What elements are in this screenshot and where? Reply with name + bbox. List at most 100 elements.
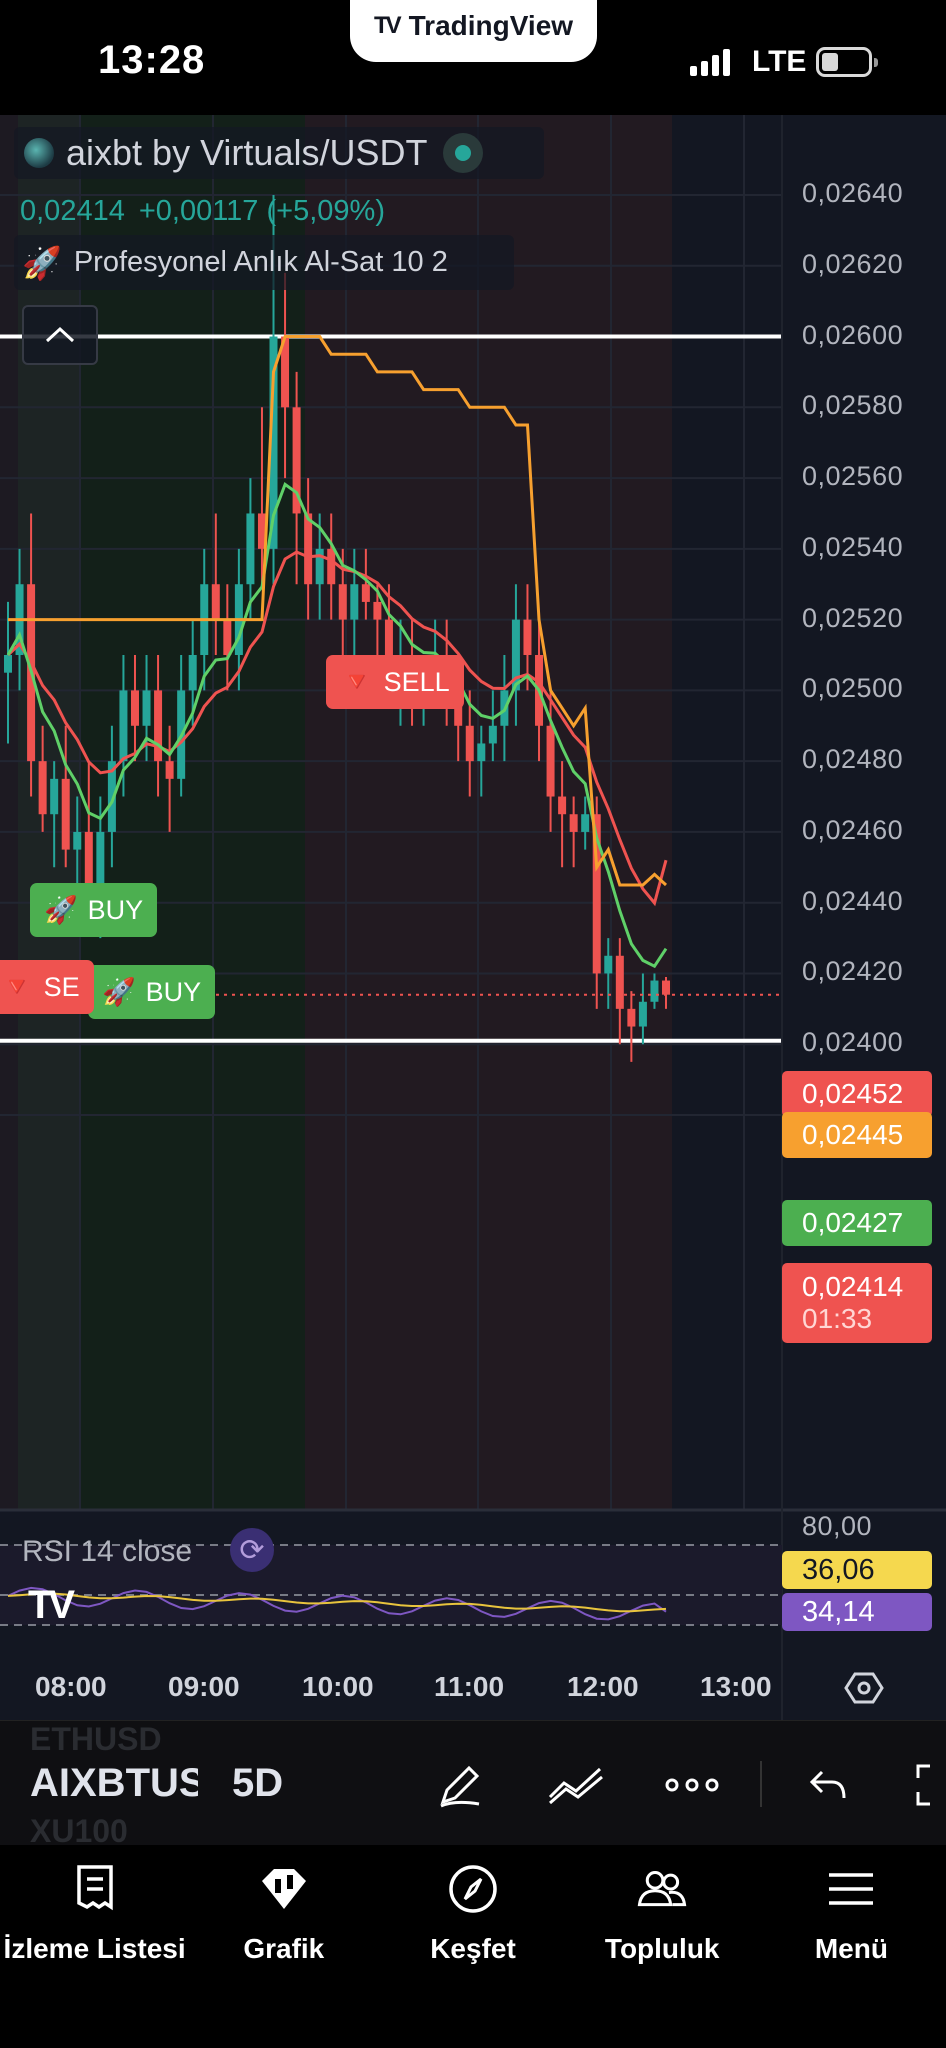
interval-selector[interactable]: 5D <box>232 1761 284 1805</box>
rsi-upper-tick: 80,00 <box>802 1511 873 1541</box>
candle-body <box>638 1001 647 1027</box>
compass-icon <box>449 1865 497 1913</box>
green-line-price-badge: 0,02427 <box>782 1200 932 1246</box>
candle-body <box>569 814 578 832</box>
candle-body <box>211 584 220 620</box>
more-options-button[interactable] <box>664 1757 720 1813</box>
price-tick: 0,02500 <box>802 673 904 704</box>
candle-body <box>523 619 532 655</box>
fullscreen-button[interactable] <box>910 1757 946 1813</box>
time-tick: 08:00 <box>35 1671 107 1702</box>
price-tick: 0,02400 <box>802 1027 904 1058</box>
price-tick: 0,02460 <box>802 814 904 845</box>
time-tick: 13:00 <box>700 1671 772 1702</box>
nav-chart[interactable]: Grafik <box>189 1845 378 2048</box>
nav-explore[interactable]: Keşfet <box>378 1845 567 2048</box>
market-status-icon[interactable] <box>443 133 484 173</box>
tradingview-watermark-icon: TV <box>28 1583 75 1627</box>
collapse-legend-button[interactable] <box>22 305 98 365</box>
nav-community[interactable]: Topluluk <box>568 1845 757 2048</box>
price-tick: 0,02560 <box>802 461 904 492</box>
candle-body <box>4 655 12 673</box>
cellular-signal-icon <box>690 48 730 76</box>
candle-body <box>142 690 151 726</box>
rsi-value-badge: 34,14 <box>782 1593 932 1631</box>
candle-body <box>338 584 347 620</box>
drawing-tool-button[interactable] <box>432 1757 488 1813</box>
symbol-selector[interactable]: AIXBTUSDT <box>30 1761 198 1805</box>
candle-body <box>581 814 590 832</box>
ghost-symbol: ETHUSD <box>30 1721 162 1757</box>
candle-body <box>592 814 601 974</box>
candle-body <box>384 619 393 673</box>
red-line-price-badge: 0,02452 <box>782 1071 932 1117</box>
candle-body <box>257 513 266 549</box>
candle-body <box>350 584 359 620</box>
status-bar: 13:28 TV TradingView LTE <box>0 0 946 115</box>
network-label: LTE <box>752 45 807 78</box>
nav-menu[interactable]: Menü <box>757 1845 946 2048</box>
rsi-title[interactable]: RSI 14 close <box>22 1535 193 1568</box>
candle-body <box>96 831 105 885</box>
nav-watchlist[interactable]: İzleme Listesi <box>0 1845 189 2048</box>
down-triangle-icon: 🔻 <box>0 972 34 1002</box>
price-tick: 0,02580 <box>802 390 904 421</box>
hamburger-menu-icon <box>829 1873 874 1905</box>
coin-logo-icon <box>24 138 54 168</box>
indicator-lines-icon <box>548 1767 603 1805</box>
candle-body <box>73 831 82 850</box>
candle-body <box>119 690 128 762</box>
buy-signal-label: 🚀 BUY <box>88 965 216 1019</box>
orange-trailing-line <box>8 335 668 887</box>
sell-signal-label: 🔻 SELL <box>326 655 464 709</box>
candle-body <box>546 725 555 797</box>
rocket-icon: 🚀 <box>44 895 78 925</box>
tradingview-pill-label: TradingView <box>408 10 574 41</box>
candle-body <box>38 761 47 815</box>
rocket-icon: 🚀 <box>22 244 62 281</box>
sell-signal-label: 🔻 SE <box>0 960 94 1014</box>
candle-body <box>373 601 382 620</box>
time-tick: 12:00 <box>567 1671 639 1702</box>
candle-body <box>361 584 370 602</box>
nav-label: Menü <box>814 1933 888 1964</box>
document-icon <box>76 1865 113 1911</box>
time-tick: 10:00 <box>302 1671 374 1702</box>
session-zone <box>80 115 305 1510</box>
candle-body <box>604 955 613 974</box>
fullscreen-icon <box>916 1764 930 1806</box>
more-horizontal-icon <box>665 1778 719 1792</box>
loading-cycle-icon[interactable]: ⟳ <box>230 1528 274 1572</box>
candle-body <box>84 831 93 885</box>
candle-body <box>558 796 567 815</box>
chart-gem-icon <box>261 1869 306 1909</box>
legend-indicator-row[interactable]: 🚀 Profesyonel Anlık Al-Sat 10 2 <box>14 235 514 290</box>
bottom-navigation: İzleme Listesi Grafik Keşfet Topluluk Me… <box>0 1845 946 2048</box>
candle-body <box>61 778 70 850</box>
indicator-name: Profesyonel Anlık Al-Sat 10 2 <box>73 246 448 278</box>
candle-body <box>246 513 255 585</box>
toolbar-divider <box>760 1761 762 1807</box>
candle-body <box>511 619 520 691</box>
candle-body <box>488 725 497 744</box>
candle-body <box>304 513 313 585</box>
orange-line-price-badge: 0,02445 <box>782 1112 932 1158</box>
session-zone <box>0 115 18 1510</box>
ghost-symbol: XU100 <box>30 1813 128 1849</box>
candle-body <box>650 980 659 1002</box>
chevron-up-icon <box>45 326 75 343</box>
tradingview-pill[interactable]: TV TradingView <box>350 0 597 62</box>
candle-body <box>315 548 324 585</box>
indicators-button[interactable] <box>548 1757 604 1813</box>
undo-button[interactable] <box>800 1757 856 1813</box>
session-zone <box>672 115 782 1510</box>
chart-settings-icon[interactable] <box>844 1668 884 1708</box>
bar-countdown: 01:33 <box>802 1303 873 1334</box>
chart-toolbar: ETHUSD XU100 AIXBTUSDT 5D <box>0 1720 946 1849</box>
legend-symbol-row[interactable]: aixbt by Virtuals/USDT <box>14 127 544 179</box>
candle-body <box>281 336 290 408</box>
price-chart[interactable] <box>0 115 946 1720</box>
chart-area[interactable]: aixbt by Virtuals/USDT 0,02414 +0,00117 … <box>0 115 946 1720</box>
candle-body <box>50 778 59 815</box>
status-time: 13:28 <box>98 38 206 82</box>
